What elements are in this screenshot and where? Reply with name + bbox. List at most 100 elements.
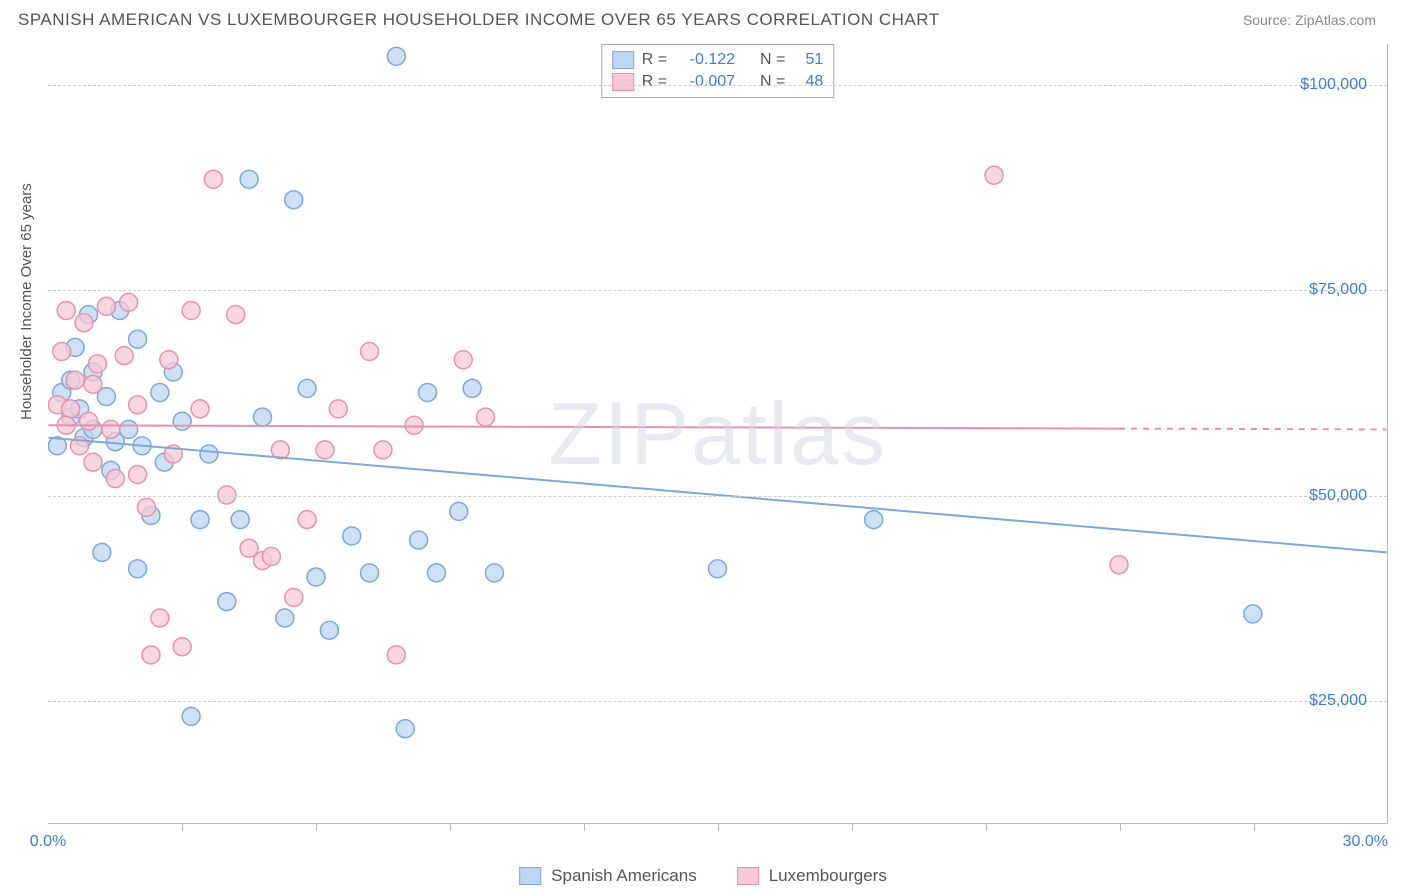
stat-n-value: 48 bbox=[793, 73, 823, 91]
legend-label: Spanish Americans bbox=[551, 866, 697, 886]
chart-area: ZIPatlas R =-0.122 N =51R =-0.007 N =48 … bbox=[48, 44, 1388, 824]
data-point bbox=[387, 646, 405, 664]
data-point bbox=[450, 502, 468, 520]
data-point bbox=[84, 375, 102, 393]
data-point bbox=[285, 191, 303, 209]
data-point bbox=[66, 371, 84, 389]
data-point bbox=[329, 400, 347, 418]
data-point bbox=[151, 609, 169, 627]
source-label: Source: ZipAtlas.com bbox=[1243, 12, 1376, 28]
stat-n-label: N = bbox=[760, 51, 785, 69]
stats-row: R = -0.007 N = 48 bbox=[612, 71, 824, 93]
y-tick-label: $25,000 bbox=[1309, 692, 1367, 710]
data-point bbox=[253, 408, 271, 426]
data-point bbox=[129, 330, 147, 348]
series-swatch bbox=[612, 51, 634, 69]
stat-r-label: R = bbox=[642, 73, 667, 91]
data-point bbox=[374, 441, 392, 459]
data-point bbox=[200, 445, 218, 463]
data-point bbox=[88, 355, 106, 373]
chart-title: SPANISH AMERICAN VS LUXEMBOURGER HOUSEHO… bbox=[18, 10, 940, 30]
data-point bbox=[115, 347, 133, 365]
series-swatch bbox=[612, 73, 634, 91]
trend-line-dashed bbox=[1119, 429, 1387, 430]
data-point bbox=[985, 166, 1003, 184]
data-point bbox=[320, 621, 338, 639]
data-point bbox=[106, 470, 124, 488]
data-point bbox=[120, 293, 138, 311]
stat-r-value: -0.007 bbox=[675, 73, 735, 91]
data-point bbox=[285, 589, 303, 607]
x-tick bbox=[852, 823, 853, 831]
grid-line-h bbox=[48, 496, 1387, 497]
data-point bbox=[709, 560, 727, 578]
data-point bbox=[138, 498, 156, 516]
y-axis-label: Householder Income Over 65 years bbox=[18, 183, 35, 420]
data-point bbox=[151, 384, 169, 402]
data-point bbox=[160, 351, 178, 369]
data-point bbox=[173, 412, 191, 430]
data-point bbox=[1110, 556, 1128, 574]
y-tick-label: $100,000 bbox=[1300, 76, 1367, 94]
stat-r-label: R = bbox=[642, 51, 667, 69]
data-point bbox=[93, 543, 111, 561]
x-tick bbox=[1254, 823, 1255, 831]
data-point bbox=[240, 170, 258, 188]
data-point bbox=[361, 343, 379, 361]
data-point bbox=[218, 593, 236, 611]
x-tick-label-max: 30.0% bbox=[1343, 833, 1388, 851]
stats-row: R =-0.122 N =51 bbox=[612, 49, 824, 71]
grid-line-h bbox=[48, 701, 1387, 702]
data-point bbox=[204, 170, 222, 188]
stat-r-value: -0.122 bbox=[675, 51, 735, 69]
x-tick bbox=[182, 823, 183, 831]
data-point bbox=[387, 47, 405, 65]
data-point bbox=[142, 646, 160, 664]
grid-line-h bbox=[48, 290, 1387, 291]
data-point bbox=[97, 297, 115, 315]
data-point bbox=[298, 511, 316, 529]
y-tick-label: $50,000 bbox=[1309, 487, 1367, 505]
data-point bbox=[396, 720, 414, 738]
data-point bbox=[227, 306, 245, 324]
stat-n-label: N = bbox=[760, 73, 785, 91]
x-tick bbox=[450, 823, 451, 831]
data-point bbox=[361, 564, 379, 582]
scatter-plot bbox=[48, 44, 1387, 823]
data-point bbox=[485, 564, 503, 582]
data-point bbox=[865, 511, 883, 529]
x-tick bbox=[986, 823, 987, 831]
legend-label: Luxembourgers bbox=[769, 866, 887, 886]
data-point bbox=[120, 420, 138, 438]
x-tick bbox=[718, 823, 719, 831]
data-point bbox=[454, 351, 472, 369]
stats-box: R =-0.122 N =51R =-0.007 N =48 bbox=[601, 44, 835, 98]
data-point bbox=[405, 416, 423, 434]
legend-item: Luxembourgers bbox=[737, 866, 887, 886]
data-point bbox=[102, 420, 120, 438]
x-tick bbox=[584, 823, 585, 831]
data-point bbox=[307, 568, 325, 586]
data-point bbox=[419, 384, 437, 402]
data-point bbox=[262, 548, 280, 566]
data-point bbox=[191, 400, 209, 418]
data-point bbox=[276, 609, 294, 627]
data-point bbox=[477, 408, 495, 426]
data-point bbox=[62, 400, 80, 418]
data-point bbox=[298, 379, 316, 397]
data-point bbox=[463, 379, 481, 397]
data-point bbox=[129, 466, 147, 484]
legend-swatch bbox=[519, 867, 541, 885]
data-point bbox=[80, 412, 98, 430]
x-tick bbox=[1120, 823, 1121, 831]
y-tick-label: $75,000 bbox=[1309, 281, 1367, 299]
x-tick-label-min: 0.0% bbox=[30, 833, 66, 851]
data-point bbox=[75, 314, 93, 332]
data-point bbox=[84, 453, 102, 471]
data-point bbox=[343, 527, 361, 545]
data-point bbox=[57, 302, 75, 320]
data-point bbox=[129, 396, 147, 414]
data-point bbox=[410, 531, 428, 549]
series-legend: Spanish Americans Luxembourgers bbox=[519, 866, 887, 886]
data-point bbox=[316, 441, 334, 459]
